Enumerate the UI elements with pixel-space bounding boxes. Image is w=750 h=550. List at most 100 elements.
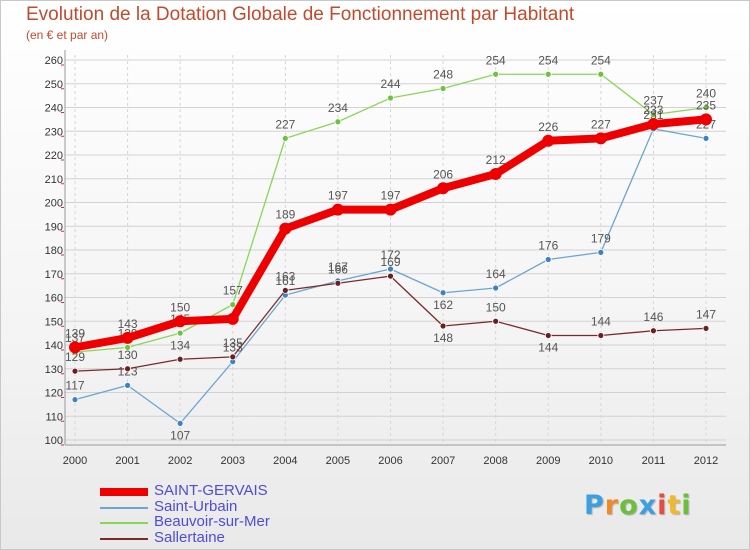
data-label: 166: [328, 262, 348, 276]
data-label: 130: [118, 348, 138, 362]
data-label: 163: [275, 269, 295, 283]
data-point: [647, 118, 660, 131]
data-label: 206: [433, 167, 453, 181]
y-tick-label: 200: [45, 198, 63, 210]
data-label: 117: [65, 379, 84, 393]
data-label: 237: [643, 94, 663, 108]
data-point: [702, 134, 710, 142]
legend-label: Sallertaine: [154, 528, 225, 546]
data-point: [597, 332, 605, 339]
data-label: 157: [223, 284, 243, 298]
data-label: 176: [538, 239, 558, 253]
data-label: 144: [538, 341, 558, 355]
data-label: 107: [170, 428, 190, 442]
y-tick-label: 210: [45, 174, 63, 186]
x-tick-label: 2000: [63, 455, 87, 467]
data-point: [439, 85, 447, 92]
data-label: 137: [65, 331, 85, 345]
y-tick-label: 190: [45, 221, 63, 233]
data-point: [229, 301, 237, 309]
x-tick-label: 2002: [168, 455, 192, 467]
logo-letter: i: [657, 490, 668, 521]
data-point: [281, 134, 289, 142]
data-point: [594, 132, 607, 145]
data-label: 254: [538, 53, 558, 67]
data-label: 143: [118, 317, 138, 331]
x-tick-label: 2010: [589, 455, 613, 467]
data-point: [489, 168, 502, 180]
data-point: [439, 289, 447, 297]
data-point: [650, 111, 657, 119]
data-point: [279, 222, 292, 235]
data-label: 164: [486, 267, 506, 281]
data-label: 134: [170, 338, 190, 352]
x-tick-label: 2001: [115, 455, 139, 467]
data-point: [124, 381, 131, 389]
y-tick-label: 170: [45, 269, 63, 281]
logo-letter: i: [681, 490, 692, 521]
legend-label: Saint-Urbain: [154, 497, 238, 515]
y-tick-label: 120: [45, 388, 63, 400]
data-point: [124, 365, 131, 373]
data-point: [226, 312, 239, 325]
data-label: 135: [223, 336, 243, 350]
data-point: [176, 355, 184, 363]
data-label: 248: [433, 68, 453, 82]
y-tick-label: 230: [45, 126, 63, 138]
legend-label: SAINT-GERVAIS: [154, 482, 268, 499]
y-tick-label: 260: [45, 55, 63, 67]
data-label: 254: [591, 53, 611, 67]
y-tick-label: 220: [45, 150, 63, 162]
data-point: [71, 396, 79, 404]
data-point: [176, 329, 184, 337]
chart-title: Evolution de la Dotation Globale de Fonc…: [26, 4, 575, 25]
data-point: [174, 315, 187, 328]
data-point: [71, 367, 79, 375]
data-label: 169: [380, 255, 400, 269]
legend-swatch: [100, 537, 148, 540]
y-tick-label: 130: [45, 364, 63, 376]
data-label: 234: [328, 101, 348, 115]
data-point: [281, 286, 289, 294]
data-point: [544, 70, 552, 78]
logo-letter: o: [619, 490, 639, 521]
data-label: 144: [591, 315, 611, 329]
data-point: [334, 118, 342, 126]
data-point: [650, 327, 657, 335]
data-point: [387, 272, 394, 280]
data-label: 254: [486, 53, 506, 67]
data-label: 244: [380, 77, 400, 91]
data-point: [387, 265, 394, 273]
data-point: [124, 343, 131, 351]
logo-letter: r: [604, 490, 620, 521]
x-tick-label: 2007: [431, 455, 455, 467]
data-point: [492, 317, 500, 325]
data-label: 212: [486, 153, 506, 167]
data-label: 235: [696, 98, 716, 112]
x-tick-label: 2005: [326, 455, 350, 467]
proxiti-logo: Proxiti: [584, 490, 692, 521]
data-label: 150: [486, 300, 506, 314]
data-label: 226: [538, 120, 558, 134]
data-label: 197: [380, 189, 400, 203]
data-label: 161: [275, 274, 295, 288]
data-label: 167: [328, 260, 348, 274]
data-point: [542, 134, 555, 147]
data-point: [439, 322, 447, 330]
logo-letter: P: [584, 490, 605, 521]
data-point: [492, 70, 500, 78]
data-label: 227: [591, 117, 611, 131]
data-label: 146: [643, 310, 663, 324]
logo-letter: t: [667, 490, 682, 521]
y-tick-label: 110: [45, 411, 63, 423]
data-point: [702, 324, 710, 332]
data-point: [544, 332, 552, 339]
y-tick-label: 150: [45, 316, 63, 328]
data-point: [544, 256, 552, 263]
logo-letter: x: [638, 490, 658, 521]
data-label: 148: [433, 331, 453, 345]
x-tick-label: 2004: [273, 455, 297, 467]
y-tick-label: 140: [45, 340, 63, 352]
legend-swatch: [100, 506, 148, 509]
